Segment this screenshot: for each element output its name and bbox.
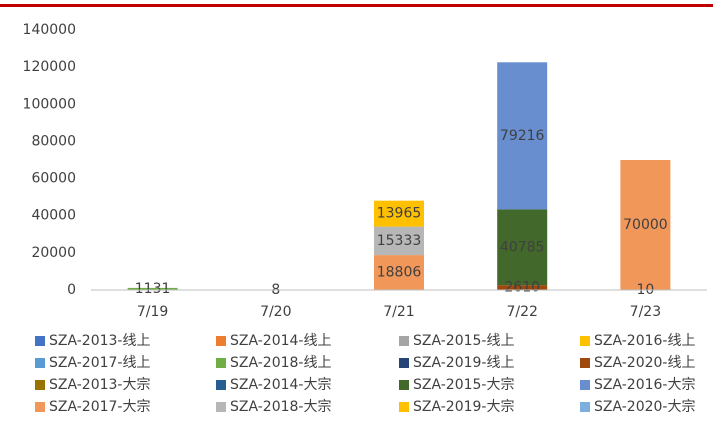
legend-label: SZA-2018-大宗 bbox=[230, 399, 331, 415]
legend-label: SZA-2017-线上 bbox=[49, 355, 150, 371]
x-tick-label: 7/20 bbox=[260, 304, 291, 320]
legend-swatch bbox=[580, 402, 590, 412]
bar-segment bbox=[374, 226, 424, 256]
legend-swatch bbox=[216, 380, 226, 390]
legend-swatch bbox=[399, 380, 409, 390]
legend-swatch bbox=[216, 402, 226, 412]
y-tick-label: 0 bbox=[67, 282, 76, 298]
header-rule bbox=[0, 4, 713, 7]
bar-segment bbox=[374, 200, 424, 227]
x-tick-label: 7/21 bbox=[383, 304, 414, 320]
y-tick-label: 140000 bbox=[23, 22, 76, 38]
y-tick-label: 80000 bbox=[31, 133, 76, 149]
legend-swatch bbox=[399, 402, 409, 412]
legend-label: SZA-2016-大宗 bbox=[594, 377, 695, 393]
legend-label: SZA-2016-线上 bbox=[594, 333, 695, 349]
bar-segment bbox=[374, 255, 424, 290]
legend-label: SZA-2018-线上 bbox=[230, 355, 331, 371]
data-label: 13965 bbox=[377, 206, 422, 222]
legend-swatch bbox=[35, 402, 45, 412]
legend-swatch bbox=[399, 358, 409, 368]
x-tick-label: 7/19 bbox=[137, 304, 168, 320]
data-label: 79216 bbox=[500, 128, 545, 144]
bar-segment bbox=[127, 287, 178, 290]
y-tick-label: 40000 bbox=[31, 208, 76, 224]
x-tick-label: 7/22 bbox=[506, 304, 537, 320]
legend-swatch bbox=[399, 336, 409, 346]
legend-label: SZA-2019-线上 bbox=[413, 355, 514, 371]
bar-segment bbox=[497, 62, 548, 210]
legend-swatch bbox=[35, 336, 45, 346]
legend-swatch bbox=[216, 358, 226, 368]
legend-label: SZA-2020-大宗 bbox=[594, 399, 695, 415]
legend-swatch bbox=[216, 336, 226, 346]
legend-label: SZA-2014-线上 bbox=[230, 333, 331, 349]
bar-segment bbox=[497, 209, 548, 286]
y-tick-label: 20000 bbox=[31, 245, 76, 261]
legend-label: SZA-2013-大宗 bbox=[49, 377, 150, 393]
legend-label: SZA-2015-大宗 bbox=[413, 377, 514, 393]
y-tick-label: 100000 bbox=[23, 96, 76, 112]
y-tick-label: 120000 bbox=[23, 59, 76, 75]
legend-swatch bbox=[580, 380, 590, 390]
bar-segment bbox=[497, 285, 548, 290]
legend-label: SZA-2017-大宗 bbox=[49, 399, 150, 415]
data-label: 1131 bbox=[135, 281, 171, 297]
bar-segment bbox=[620, 159, 671, 290]
legend-swatch bbox=[35, 380, 45, 390]
legend-label: SZA-2019-大宗 bbox=[413, 399, 514, 415]
data-label: 70000 bbox=[623, 217, 668, 233]
legend-label: SZA-2015-线上 bbox=[413, 333, 514, 349]
legend-label: SZA-2014-大宗 bbox=[230, 377, 331, 393]
legend-swatch bbox=[580, 358, 590, 368]
legend-label: SZA-2020-线上 bbox=[594, 355, 695, 371]
y-tick-label: 60000 bbox=[31, 171, 76, 187]
legend-swatch bbox=[580, 336, 590, 346]
data-label: 40785 bbox=[500, 239, 545, 255]
data-label: 15333 bbox=[377, 233, 422, 249]
data-label: 18806 bbox=[377, 265, 422, 281]
legend-swatch bbox=[35, 358, 45, 368]
legend-label: SZA-2013-线上 bbox=[49, 333, 150, 349]
data-label: 2610 bbox=[504, 280, 540, 296]
x-tick-label: 7/23 bbox=[630, 304, 661, 320]
